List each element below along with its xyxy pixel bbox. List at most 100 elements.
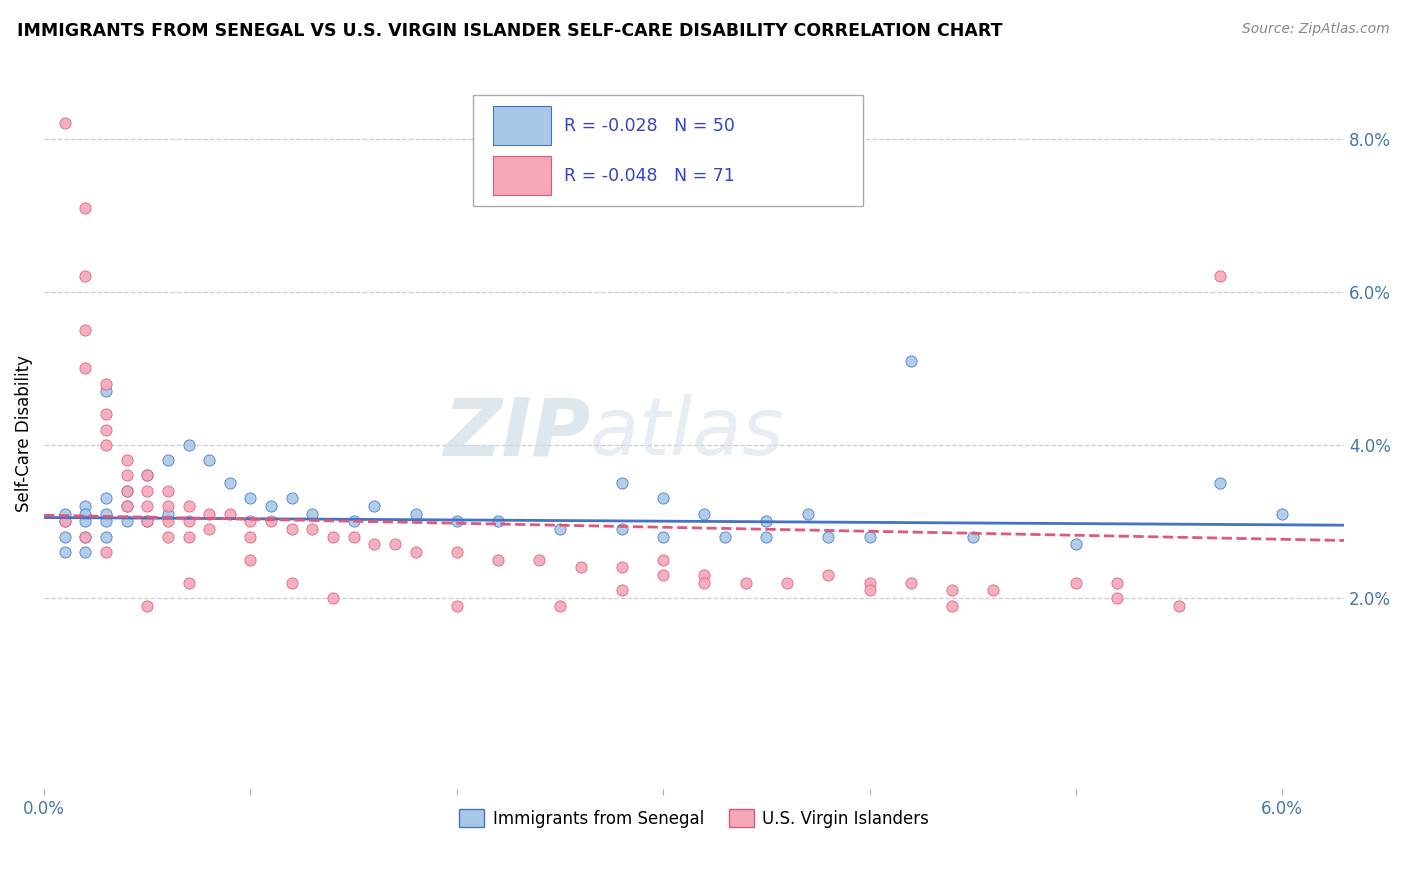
Point xyxy=(900,353,922,368)
Point xyxy=(198,522,221,536)
Point xyxy=(755,530,778,544)
Point xyxy=(156,453,179,467)
Point xyxy=(817,568,839,582)
Point xyxy=(94,438,117,452)
Point xyxy=(94,423,117,437)
Point xyxy=(652,568,675,582)
Point xyxy=(239,530,262,544)
Point xyxy=(156,507,179,521)
Point xyxy=(548,599,571,613)
Text: atlas: atlas xyxy=(591,394,785,473)
Point xyxy=(53,514,76,528)
Point xyxy=(693,507,716,521)
Point xyxy=(322,591,344,605)
Point xyxy=(1064,575,1087,590)
Point xyxy=(941,583,963,598)
Point xyxy=(75,361,97,376)
Point xyxy=(858,530,880,544)
Point xyxy=(652,530,675,544)
Text: R = -0.048   N = 71: R = -0.048 N = 71 xyxy=(564,167,735,185)
Point xyxy=(652,552,675,566)
Point xyxy=(177,514,200,528)
Point xyxy=(136,599,159,613)
Point xyxy=(776,575,799,590)
Point xyxy=(446,514,468,528)
Text: ZIP: ZIP xyxy=(443,394,591,473)
Point xyxy=(115,483,138,498)
Point xyxy=(1064,537,1087,551)
Point xyxy=(486,552,509,566)
Point xyxy=(529,552,551,566)
Text: Source: ZipAtlas.com: Source: ZipAtlas.com xyxy=(1241,22,1389,37)
Point xyxy=(405,545,427,559)
Point xyxy=(343,530,366,544)
Point xyxy=(714,530,737,544)
Text: R = -0.028   N = 50: R = -0.028 N = 50 xyxy=(564,117,735,135)
Point xyxy=(75,507,97,521)
Point xyxy=(115,483,138,498)
Point xyxy=(198,453,221,467)
Point xyxy=(755,514,778,528)
Point xyxy=(75,530,97,544)
Point xyxy=(94,545,117,559)
Point xyxy=(693,568,716,582)
Y-axis label: Self-Care Disability: Self-Care Disability xyxy=(15,355,32,512)
Point xyxy=(156,514,179,528)
Point xyxy=(239,491,262,506)
Point xyxy=(115,514,138,528)
Point xyxy=(363,499,385,513)
Point xyxy=(239,514,262,528)
Point xyxy=(75,201,97,215)
Point xyxy=(446,545,468,559)
Point xyxy=(610,583,633,598)
Point xyxy=(136,499,159,513)
Point xyxy=(610,560,633,574)
Point xyxy=(962,530,984,544)
Point xyxy=(136,468,159,483)
Point xyxy=(156,530,179,544)
Point xyxy=(486,514,509,528)
Text: IMMIGRANTS FROM SENEGAL VS U.S. VIRGIN ISLANDER SELF-CARE DISABILITY CORRELATION: IMMIGRANTS FROM SENEGAL VS U.S. VIRGIN I… xyxy=(17,22,1002,40)
Point xyxy=(177,530,200,544)
Point xyxy=(1168,599,1191,613)
Point xyxy=(75,514,97,528)
Point xyxy=(610,522,633,536)
Point xyxy=(405,507,427,521)
Point xyxy=(280,491,302,506)
Point xyxy=(177,575,200,590)
Point xyxy=(177,499,200,513)
Point xyxy=(94,514,117,528)
Point xyxy=(94,491,117,506)
Point xyxy=(693,575,716,590)
FancyBboxPatch shape xyxy=(474,95,863,205)
Bar xyxy=(492,156,551,194)
Point xyxy=(156,483,179,498)
Point xyxy=(94,384,117,399)
Point xyxy=(363,537,385,551)
Point xyxy=(548,522,571,536)
Point xyxy=(569,560,592,574)
Point xyxy=(136,514,159,528)
Point xyxy=(94,407,117,421)
Point xyxy=(652,491,675,506)
Point xyxy=(75,323,97,337)
Point xyxy=(343,514,366,528)
Point xyxy=(75,530,97,544)
Point xyxy=(1107,591,1129,605)
Point xyxy=(94,530,117,544)
Point xyxy=(322,530,344,544)
Point xyxy=(1209,269,1232,284)
Point xyxy=(115,499,138,513)
Point xyxy=(280,522,302,536)
Point xyxy=(858,583,880,598)
Point xyxy=(177,438,200,452)
Point xyxy=(280,575,302,590)
Point xyxy=(981,583,1004,598)
Point xyxy=(1271,507,1294,521)
Point xyxy=(734,575,756,590)
Point xyxy=(796,507,818,521)
Point xyxy=(53,530,76,544)
Point xyxy=(301,522,323,536)
Point xyxy=(198,507,221,521)
Point xyxy=(75,499,97,513)
